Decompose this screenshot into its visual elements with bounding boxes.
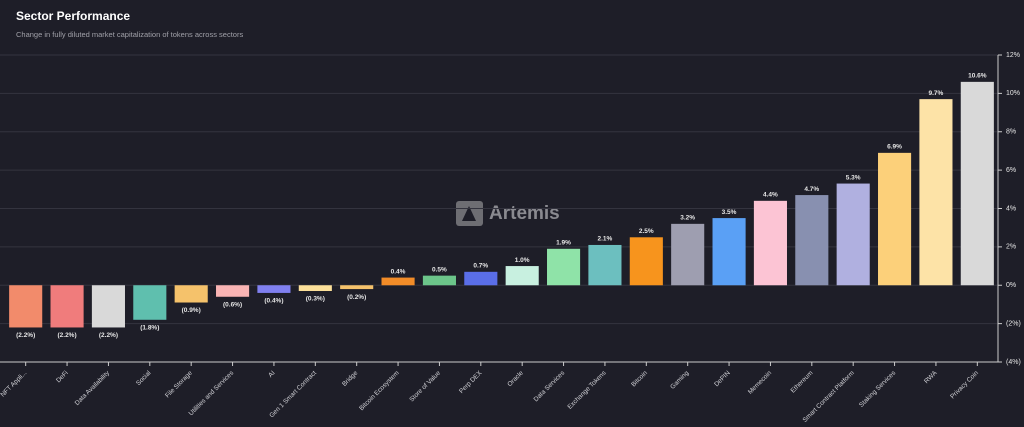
y-tick-label: (4%) (1006, 359, 1021, 366)
bar (795, 195, 829, 286)
value-label: (0.6%) (223, 301, 242, 308)
bar (50, 285, 84, 328)
value-label: (0.2%) (347, 294, 366, 301)
bar (9, 285, 43, 328)
watermark: Artemis (489, 203, 560, 224)
bar (340, 285, 374, 290)
value-label: 2.5% (639, 228, 654, 235)
value-label: 6.9% (887, 144, 902, 151)
bar (133, 285, 167, 320)
bar (298, 285, 332, 292)
bar (174, 285, 208, 303)
bar (629, 237, 663, 286)
bar (216, 285, 250, 297)
watermark-logo (456, 201, 483, 226)
value-label: 1.9% (556, 240, 571, 247)
value-label: 1.0% (515, 257, 530, 264)
value-label: (2.2%) (99, 332, 118, 339)
value-label: 3.5% (722, 209, 737, 216)
bar (712, 218, 746, 286)
bar (464, 271, 498, 286)
y-tick-label: 10% (1006, 90, 1020, 97)
value-label: 2.1% (598, 236, 613, 243)
chart-subtitle: Change in fully diluted market capitaliz… (16, 30, 243, 39)
y-tick-label: 8% (1006, 129, 1016, 136)
y-tick-label: 12% (1006, 52, 1020, 59)
value-label: 5.3% (846, 174, 861, 181)
bar (836, 183, 870, 286)
x-tick-label: AI (267, 370, 276, 379)
bar (960, 81, 994, 286)
bar (381, 277, 415, 286)
bar (505, 266, 539, 286)
chart-title: Sector Performance (16, 9, 130, 23)
value-label: (0.9%) (182, 307, 201, 314)
bar (753, 200, 787, 286)
y-tick-label: 4% (1006, 205, 1016, 212)
bar (919, 99, 953, 286)
value-label: 9.7% (929, 90, 944, 97)
value-label: (1.8%) (140, 325, 159, 332)
value-label: 4.4% (763, 192, 778, 199)
bar (588, 244, 622, 286)
bar (547, 248, 581, 286)
y-tick-label: 6% (1006, 167, 1016, 174)
value-label: 0.7% (473, 263, 488, 270)
value-label: 0.5% (432, 266, 447, 273)
y-tick-label: (2%) (1006, 320, 1021, 327)
bar (422, 275, 456, 286)
y-tick-label: 0% (1006, 282, 1016, 289)
value-label: (0.3%) (306, 296, 325, 303)
value-label: (0.4%) (264, 298, 283, 305)
value-label: 10.6% (968, 73, 987, 80)
value-label: 3.2% (680, 215, 695, 222)
value-label: 4.7% (804, 186, 819, 193)
bar (671, 223, 705, 286)
bar (257, 285, 291, 293)
value-label: 0.4% (391, 268, 406, 275)
bar (878, 152, 912, 286)
value-label: (2.2%) (16, 332, 35, 339)
bar (91, 285, 125, 328)
value-label: (2.2%) (57, 332, 76, 339)
y-tick-label: 2% (1006, 244, 1016, 251)
